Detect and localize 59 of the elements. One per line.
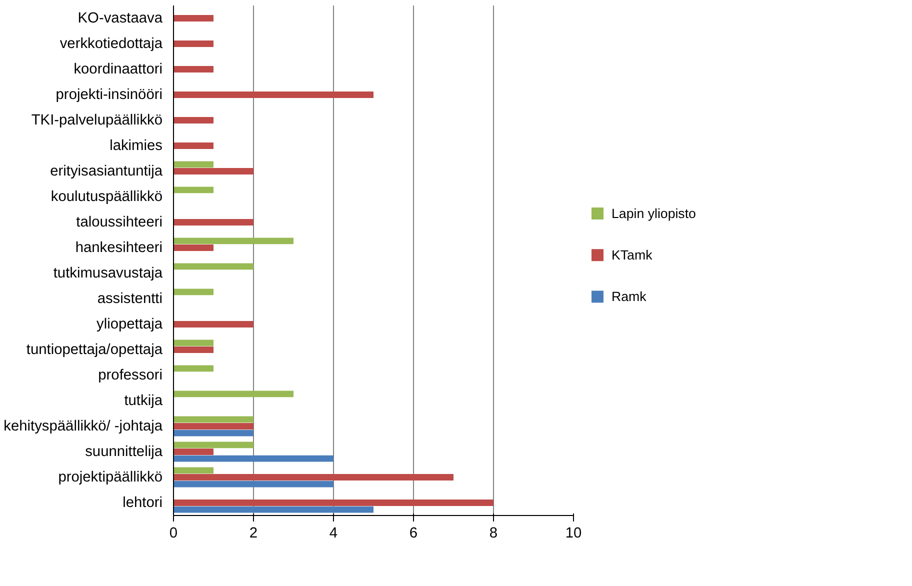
- bar: [174, 117, 214, 124]
- y-tick-label: KO-vastaava: [78, 10, 164, 26]
- bar: [174, 416, 254, 423]
- bar: [174, 474, 454, 480]
- y-tick-label: taloussihteeri: [76, 214, 163, 230]
- bar: [174, 161, 214, 168]
- y-tick-label: tutkimusavustaja: [53, 265, 164, 282]
- legend-label: Ramk: [612, 289, 647, 304]
- bar: [174, 168, 254, 174]
- legend-label: KTamk: [612, 248, 653, 263]
- y-tick-label: kehityspäällikkö/ -johtaja: [4, 418, 164, 434]
- bar: [174, 390, 294, 398]
- bar: [174, 244, 214, 251]
- bar: [174, 346, 214, 353]
- y-tick-label: hankesihteeri: [75, 240, 163, 256]
- x-tick-label: 10: [565, 526, 582, 542]
- x-tick-label: 2: [249, 526, 258, 542]
- y-tick-label: koordinaattori: [74, 61, 163, 78]
- bar: [174, 219, 254, 226]
- bar: [174, 142, 214, 149]
- bar: [174, 92, 374, 98]
- y-tick-label: suunnittelija: [85, 444, 164, 460]
- y-tick-label: yliopettaja: [96, 316, 164, 332]
- y-tick-label: professori: [98, 367, 163, 384]
- bar: [174, 506, 374, 513]
- x-tick-label: 0: [169, 526, 178, 542]
- y-tick-label: TKI-palvelupäällikkö: [31, 112, 162, 128]
- bar: [174, 288, 214, 296]
- y-tick-label: lehtori: [122, 494, 163, 511]
- x-tick-label: 4: [329, 526, 338, 542]
- bar: [174, 467, 214, 474]
- y-tick-label: tuntiopettaja/opettaja: [26, 342, 164, 358]
- bar: [174, 365, 214, 372]
- bar: [174, 66, 214, 72]
- bar: [174, 321, 254, 328]
- bar: [174, 340, 214, 346]
- bar: [174, 430, 254, 436]
- bar: [174, 500, 494, 506]
- y-tick-label: tutkija: [124, 392, 164, 409]
- bar: [174, 480, 334, 488]
- y-tick-label: koulutuspäällikkö: [50, 188, 163, 205]
- bar: [174, 423, 254, 430]
- y-tick-label: projekti-insinööri: [56, 86, 163, 103]
- bar: [174, 40, 214, 47]
- y-tick-label: lakimies: [110, 138, 162, 154]
- bar: [174, 263, 254, 270]
- bar: [174, 442, 254, 448]
- y-tick-label: erityisasiantuntija: [50, 163, 164, 180]
- x-tick-label: 6: [409, 526, 418, 542]
- bar: [174, 15, 214, 22]
- y-tick-label: assistentti: [97, 290, 163, 307]
- y-tick-label: projektipäällikkö: [58, 469, 163, 486]
- legend-label: Lapin yliopisto: [612, 206, 696, 221]
- bar: [174, 455, 334, 462]
- x-tick-label: 8: [489, 526, 498, 542]
- bar: [174, 448, 214, 455]
- bar: [174, 238, 294, 244]
- y-tick-label: verkkotiedottaja: [60, 36, 164, 52]
- bar: [174, 186, 214, 194]
